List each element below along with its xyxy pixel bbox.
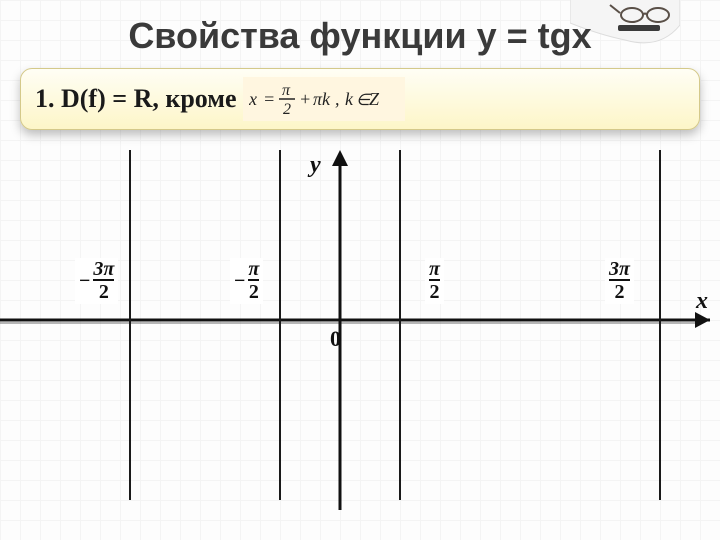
property-box: 1. D(f) = R, кроме x = π 2 + πk , k ∈ Z <box>20 68 700 130</box>
chart-svg: y x 0 <box>0 140 720 540</box>
svg-text:2: 2 <box>283 101 291 118</box>
x-tick-label: −π2 <box>230 258 263 304</box>
svg-text:π: π <box>282 82 291 99</box>
title-function: y = tgx <box>477 15 592 56</box>
asymptote-lines <box>130 150 660 500</box>
origin-label: 0 <box>330 326 341 351</box>
x-tick-label: π2 <box>425 258 444 304</box>
svg-text:x: x <box>249 89 257 109</box>
svg-text:+: + <box>299 89 311 109</box>
svg-text:,: , <box>335 89 340 109</box>
title-prefix: Свойства функции <box>128 15 476 56</box>
x-axis-label: x <box>695 288 708 314</box>
svg-text:=: = <box>263 89 275 109</box>
domain-exclusion-formula: x = π 2 + πk , k ∈ Z <box>243 77 405 121</box>
property-label: 1. D(f) = R, кроме <box>35 84 237 114</box>
svg-text:πk: πk <box>313 89 331 109</box>
svg-text:k: k <box>345 89 354 109</box>
svg-text:Z: Z <box>369 89 380 109</box>
x-axis-arrow <box>695 312 710 328</box>
x-tick-label: −3π2 <box>75 258 118 304</box>
y-axis-label: y <box>307 152 321 178</box>
x-tick-label: 3π2 <box>605 258 634 304</box>
y-axis-arrow <box>332 150 348 166</box>
coordinate-plane: y x 0 −3π2 −π2 π2 3π2 <box>0 140 720 540</box>
page-title: Свойства функции y = tgx <box>0 15 720 57</box>
